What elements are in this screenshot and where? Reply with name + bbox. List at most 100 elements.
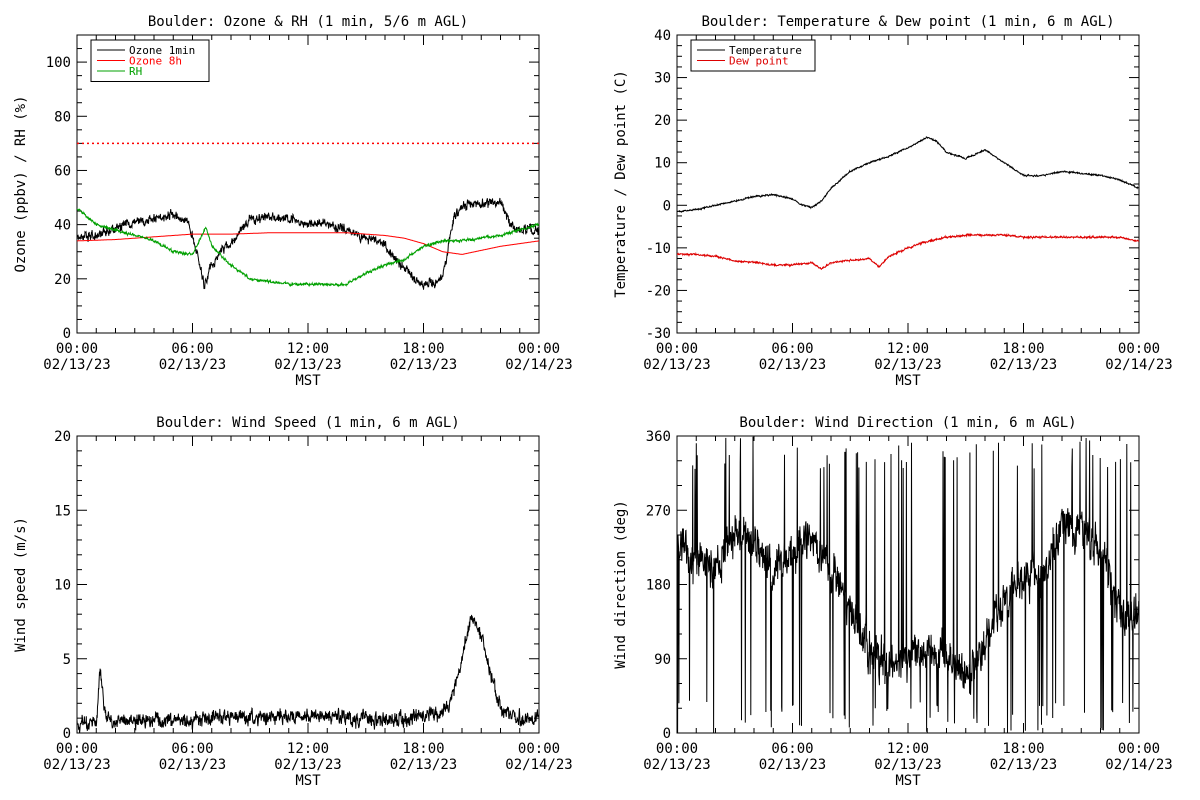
x-tick-date: 02/13/23: [390, 757, 457, 773]
x-tick-time: 00:00: [56, 741, 98, 757]
legend-box: [90, 39, 210, 82]
x-axis-label: MST: [895, 773, 921, 789]
y-tick-label: -30: [646, 326, 671, 342]
x-tick-date: 02/13/23: [990, 757, 1057, 773]
chart-title: Boulder: Temperature & Dew point (1 min,…: [701, 14, 1114, 30]
y-tick-label: 15: [54, 503, 71, 519]
chart-panel-1: Boulder: Ozone & RH (1 min, 5/6 m AGL) Oz…: [13, 14, 573, 389]
plot-frame: [676, 435, 1140, 734]
x-tick-date: 02/13/23: [643, 757, 710, 773]
x-tick-time: 00:00: [56, 341, 98, 357]
x-tick-time: 00:00: [518, 341, 560, 357]
y-tick-label: 40: [54, 218, 71, 234]
x-axis-label: MST: [895, 373, 921, 389]
y-tick-label: 270: [646, 503, 671, 519]
x-tick-time: 18:00: [402, 741, 444, 757]
x-axis-label: MST: [295, 773, 321, 789]
x-tick-time: 00:00: [1118, 741, 1160, 757]
x-tick-time: 18:00: [402, 341, 444, 357]
y-tick-label: -20: [646, 283, 671, 299]
y-tick-label: 10: [54, 578, 71, 594]
y-tick-label: 40: [654, 28, 671, 44]
x-tick-time: 06:00: [771, 341, 813, 357]
y-tick-label: 80: [54, 109, 71, 125]
legend-label: Dew point: [729, 55, 789, 68]
x-tick-date: 02/14/23: [505, 757, 572, 773]
legend-label: Ozone 1min: [129, 44, 195, 57]
x-tick-time: 18:00: [1002, 741, 1044, 757]
x-tick-time: 00:00: [1118, 341, 1160, 357]
x-tick-date: 02/13/23: [759, 757, 826, 773]
series-line-rh: [77, 208, 539, 288]
chart-title: Boulder: Ozone & RH (1 min, 5/6 m AGL): [148, 14, 468, 30]
y-tick-label: 0: [63, 326, 71, 342]
series-line-dew-point: [677, 232, 1139, 271]
x-tick-time: 12:00: [287, 741, 329, 757]
x-tick-time: 12:00: [287, 341, 329, 357]
chart-panel-4: Boulder: Wind Direction (1 min, 6 m AGL)…: [613, 415, 1173, 789]
series-line-temperature: [677, 136, 1139, 213]
legend-box: [690, 39, 816, 72]
x-tick-date: 02/13/23: [874, 757, 941, 773]
y-tick-label: 20: [54, 429, 71, 445]
x-tick-date: 02/13/23: [759, 357, 826, 373]
y-axis-label: Temperature / Dew point (C): [613, 70, 629, 298]
y-tick-label: -10: [646, 241, 671, 257]
x-tick-date: 02/14/23: [1105, 357, 1172, 373]
chart-panel-2: Boulder: Temperature & Dew point (1 min,…: [613, 14, 1173, 389]
chart-panel-3: Boulder: Wind Speed (1 min, 6 m AGL) Wind…: [13, 415, 573, 789]
plot-frame: [676, 34, 1140, 334]
legend-label: RH: [129, 65, 142, 78]
series-line-data: [77, 614, 539, 733]
y-tick-label: 30: [654, 71, 671, 87]
legend-label: Temperature: [729, 44, 802, 57]
chart-title: Boulder: Wind Direction (1 min, 6 m AGL): [739, 415, 1076, 431]
x-tick-time: 06:00: [171, 741, 213, 757]
x-tick-date: 02/13/23: [874, 357, 941, 373]
x-tick-date: 02/13/23: [390, 357, 457, 373]
y-tick-label: 0: [663, 726, 671, 742]
x-tick-time: 18:00: [1002, 341, 1044, 357]
y-tick-label: 90: [654, 652, 671, 668]
x-tick-time: 12:00: [887, 341, 929, 357]
chart-title: Boulder: Wind Speed (1 min, 6 m AGL): [156, 415, 459, 431]
x-tick-date: 02/13/23: [43, 757, 110, 773]
y-axis-label: Wind direction (deg): [613, 500, 629, 669]
y-axis-label: Ozone (ppbv) / RH (%): [13, 95, 29, 272]
series-line-ozone-8h: [77, 232, 539, 255]
x-tick-date: 02/13/23: [643, 357, 710, 373]
series-line-ozone-1min: [77, 197, 539, 290]
x-tick-date: 02/13/23: [43, 357, 110, 373]
series-line-data: [677, 436, 1139, 733]
y-tick-label: 5: [63, 652, 71, 668]
x-tick-date: 02/13/23: [274, 357, 341, 373]
y-tick-label: 0: [663, 198, 671, 214]
x-tick-date: 02/14/23: [1105, 757, 1172, 773]
x-axis-label: MST: [295, 373, 321, 389]
y-tick-label: 20: [54, 272, 71, 288]
y-tick-label: 100: [46, 55, 71, 71]
x-tick-date: 02/14/23: [505, 357, 572, 373]
x-tick-time: 06:00: [771, 741, 813, 757]
legend-label: Ozone 8h: [129, 55, 182, 68]
y-tick-label: 360: [646, 429, 671, 445]
x-tick-date: 02/13/23: [159, 757, 226, 773]
x-tick-time: 00:00: [518, 741, 560, 757]
x-tick-date: 02/13/23: [274, 757, 341, 773]
y-axis-label: Wind speed (m/s): [13, 517, 29, 652]
y-tick-label: 20: [654, 113, 671, 129]
y-tick-label: 0: [63, 726, 71, 742]
x-tick-time: 00:00: [656, 341, 698, 357]
y-tick-label: 60: [54, 163, 71, 179]
plot-frame: [76, 435, 540, 734]
x-tick-date: 02/13/23: [159, 357, 226, 373]
y-tick-label: 10: [654, 156, 671, 172]
x-tick-time: 06:00: [171, 341, 213, 357]
x-tick-time: 12:00: [887, 741, 929, 757]
x-tick-time: 00:00: [656, 741, 698, 757]
x-tick-date: 02/13/23: [990, 357, 1057, 373]
y-tick-label: 180: [646, 578, 671, 594]
